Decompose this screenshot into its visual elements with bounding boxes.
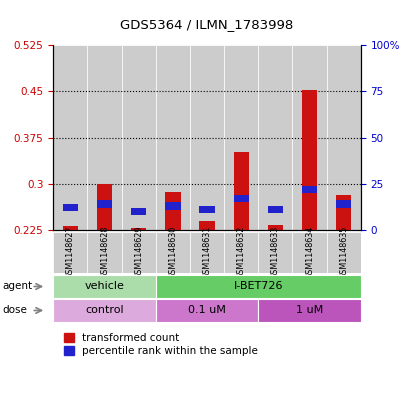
Bar: [53, 45, 87, 230]
Text: GSM1148634: GSM1148634: [304, 226, 313, 279]
FancyBboxPatch shape: [258, 232, 292, 273]
Bar: [199, 220, 214, 230]
Bar: [199, 206, 214, 213]
FancyBboxPatch shape: [155, 299, 258, 322]
FancyBboxPatch shape: [224, 232, 258, 273]
Text: GSM1148630: GSM1148630: [168, 226, 177, 279]
Bar: [224, 45, 258, 230]
Bar: [326, 45, 360, 230]
Bar: [301, 185, 317, 193]
FancyBboxPatch shape: [121, 232, 155, 273]
Text: GSM1148629: GSM1148629: [134, 226, 143, 279]
Text: vehicle: vehicle: [84, 281, 124, 292]
Bar: [63, 204, 78, 211]
Legend: transformed count, percentile rank within the sample: transformed count, percentile rank withi…: [63, 333, 258, 356]
Bar: [97, 200, 112, 208]
FancyBboxPatch shape: [155, 275, 360, 298]
FancyBboxPatch shape: [53, 299, 155, 322]
Text: GDS5364 / ILMN_1783998: GDS5364 / ILMN_1783998: [120, 18, 293, 31]
Bar: [301, 90, 317, 230]
Text: dose: dose: [2, 305, 27, 316]
Bar: [292, 45, 326, 230]
Bar: [258, 45, 292, 230]
FancyBboxPatch shape: [87, 232, 121, 273]
Bar: [335, 200, 351, 208]
Bar: [63, 226, 78, 230]
Text: I-BET726: I-BET726: [233, 281, 282, 292]
Text: GSM1148635: GSM1148635: [338, 226, 347, 279]
Text: GSM1148632: GSM1148632: [236, 226, 245, 279]
Bar: [131, 228, 146, 230]
Text: GSM1148628: GSM1148628: [100, 226, 109, 279]
Bar: [233, 152, 248, 230]
Bar: [335, 195, 351, 230]
Bar: [87, 45, 121, 230]
FancyBboxPatch shape: [189, 232, 224, 273]
Bar: [165, 202, 180, 209]
Bar: [267, 206, 282, 213]
Bar: [189, 45, 224, 230]
Text: agent: agent: [2, 281, 32, 292]
Bar: [131, 208, 146, 215]
Text: 1 uM: 1 uM: [295, 305, 322, 316]
FancyBboxPatch shape: [155, 232, 189, 273]
Bar: [155, 45, 189, 230]
Bar: [165, 192, 180, 230]
Bar: [121, 45, 155, 230]
Text: GSM1148631: GSM1148631: [202, 226, 211, 279]
Bar: [97, 184, 112, 230]
Text: control: control: [85, 305, 124, 316]
Text: GSM1148627: GSM1148627: [66, 226, 75, 279]
FancyBboxPatch shape: [53, 232, 87, 273]
FancyBboxPatch shape: [53, 275, 155, 298]
Text: GSM1148633: GSM1148633: [270, 226, 279, 279]
FancyBboxPatch shape: [292, 232, 326, 273]
FancyBboxPatch shape: [258, 299, 360, 322]
Text: 0.1 uM: 0.1 uM: [188, 305, 225, 316]
Bar: [233, 195, 248, 202]
FancyBboxPatch shape: [326, 232, 360, 273]
Bar: [267, 225, 282, 230]
